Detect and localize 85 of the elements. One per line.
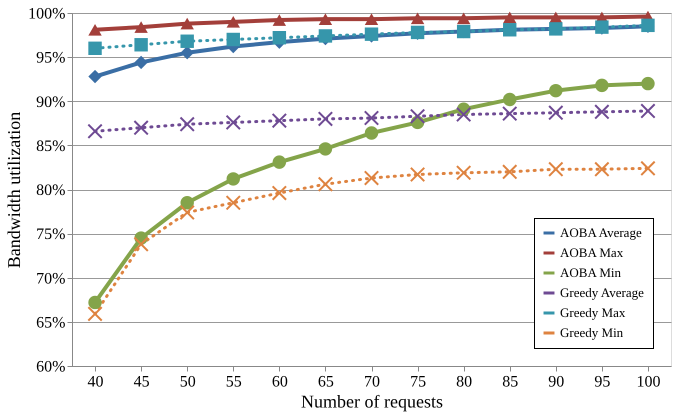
point [640,103,656,119]
point [226,16,240,28]
y-tick-label: 70% [36,270,66,288]
point [548,105,564,120]
point [456,165,472,180]
x-tick-label: 80 [456,374,472,390]
x-tick-label: 65 [318,374,334,390]
point [410,108,426,124]
point [87,124,103,139]
point [226,195,241,210]
legend-label: Greedy Max [560,305,626,320]
point [549,84,563,98]
point [179,116,195,132]
point [272,185,288,201]
point [272,112,288,128]
point [133,236,149,252]
point [595,78,609,92]
point [548,161,564,177]
y-tick-label: 80% [36,182,66,199]
x-tick-label: 100 [636,374,660,390]
legend-label: AOBA Min [560,265,622,280]
point [226,32,240,46]
point [456,12,470,24]
x-tick-label: 85 [502,374,518,390]
x-tick-label: 40 [88,374,104,390]
point [502,164,518,180]
point [180,46,194,60]
point [318,142,332,156]
y-tick-label: 90% [36,94,66,111]
x-tick-label: 55 [226,374,242,390]
point [364,170,380,186]
point [364,13,378,25]
point [594,161,610,177]
point [318,111,334,127]
point [134,56,148,70]
point [226,114,241,130]
y-tick-label: 100% [28,6,66,22]
point [272,31,286,44]
x-tick-label: 95 [594,374,610,390]
point [364,126,378,140]
point [87,306,103,322]
point [88,24,102,36]
legend-label: AOBA Max [560,245,624,260]
legend-label: Greedy Min [560,325,624,340]
point [456,106,472,122]
x-tick-label: 50 [180,374,196,390]
point [88,42,102,56]
point [364,110,380,126]
point [502,106,518,122]
point [180,196,194,210]
y-tick-label: 95% [36,50,66,67]
point [640,160,656,176]
point [180,34,194,48]
point [180,18,194,30]
point [318,29,332,43]
x-tick-label: 45 [134,374,150,390]
point [179,204,195,220]
point [410,166,426,182]
x-tick-label: 60 [272,374,288,390]
y-tick-label: 60% [36,358,66,376]
point [503,12,516,24]
point [134,21,148,33]
point [88,70,102,84]
point [503,92,516,106]
x-axis-title: Number of requests [301,392,443,412]
point [226,172,240,186]
point [272,14,286,26]
point [272,155,286,169]
x-tick-label: 90 [548,374,564,390]
point [88,296,102,310]
x-tick-label: 70 [364,374,380,390]
y-tick-label: 65% [36,314,66,332]
point [594,104,610,120]
legend-label: AOBA Average [560,225,642,240]
point [318,176,334,192]
x-tick-label: 75 [410,374,426,390]
point [134,38,148,52]
legend-label: Greedy Average [560,285,644,300]
point [133,120,149,136]
y-tick-label: 75% [36,226,66,244]
point [318,13,332,25]
y-tick-label: 85% [36,138,66,155]
point [410,12,424,24]
point [641,76,655,90]
y-axis-title: Bandwidth utilization [4,112,24,268]
